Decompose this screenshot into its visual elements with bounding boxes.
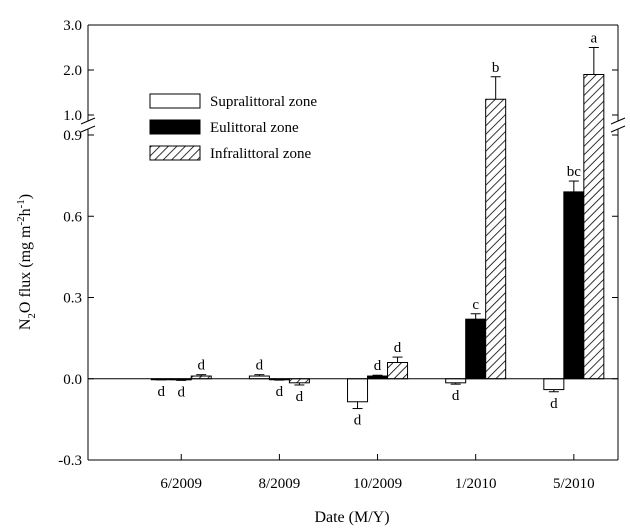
y-title-sup1: -2 — [15, 216, 27, 225]
axis-layer: -0.3 0.0 0.3 0.6 0.9 1.0 2.0 3.0 6/2009 8/2009 10/… — [58, 18, 628, 492]
y-tick-label: 0.3 — [63, 291, 82, 307]
axis-break-mark — [610, 125, 626, 133]
bar — [563, 191, 585, 380]
significance-label: d — [177, 384, 185, 400]
axis-break-mark — [80, 117, 96, 125]
y-tick-label: 2.0 — [63, 63, 82, 79]
y-tick-label: 1.0 — [63, 108, 82, 124]
legend-label: Eulittoral zone — [210, 120, 299, 136]
significance-label: c — [472, 297, 479, 313]
y-tick-label: 3.0 — [63, 18, 82, 34]
legend-swatch — [149, 119, 201, 135]
significance-label: d — [296, 389, 304, 405]
significance-label: a — [590, 31, 597, 47]
significance-label: d — [394, 340, 402, 356]
x-tick-label: 8/2009 — [259, 476, 301, 492]
x-tick-label: 6/2009 — [160, 476, 202, 492]
x-axis-title: Date (M/Y) — [314, 509, 389, 526]
axis-break-mark — [610, 117, 626, 125]
axis-break-mark — [80, 125, 96, 133]
significance-label: b — [492, 60, 500, 76]
bar — [387, 362, 409, 380]
significance-label: d — [374, 358, 382, 374]
y-axis-title: N2O flux (mg m-2h-1) — [15, 194, 38, 330]
significance-label: d — [197, 358, 205, 374]
bar — [445, 378, 467, 384]
bar — [485, 98, 507, 380]
bar — [543, 378, 565, 391]
bar — [288, 378, 310, 384]
x-tick-label: 10/2009 — [353, 476, 402, 492]
y-tick-label: 0.9 — [63, 128, 82, 144]
bars-layer — [150, 47, 605, 410]
bar — [465, 318, 487, 380]
x-tick-label: 5/2010 — [553, 476, 595, 492]
significance-label: bc — [567, 164, 582, 180]
legend: Supralittoral zone Eulittoral zone Infrali… — [149, 93, 317, 162]
axis-break-gap — [78, 121, 98, 129]
legend-swatch — [149, 93, 201, 109]
legend-label: Infralittoral zone — [210, 146, 312, 162]
bar — [347, 378, 369, 403]
y-title-sub1: 2 — [26, 313, 38, 319]
legend-label: Supralittoral zone — [210, 94, 317, 110]
significance-label: d — [550, 396, 558, 412]
legend-swatch — [149, 145, 201, 161]
x-tick-label: 1/2010 — [455, 476, 497, 492]
y-tick-label: -0.3 — [58, 453, 82, 469]
y-title-base: N — [17, 318, 34, 330]
y-title-mid2: h — [17, 208, 34, 216]
y-title-sup2: -1 — [15, 199, 27, 208]
y-title-end: ) — [17, 194, 34, 199]
axis-break-gap — [608, 121, 628, 129]
y-tick-label: 0.0 — [63, 372, 82, 388]
significance-label: d — [452, 388, 460, 404]
significance-label: d — [354, 413, 362, 429]
y-title-mid: O flux (mg m — [17, 225, 34, 313]
bar — [583, 74, 605, 380]
significance-label: d — [256, 358, 264, 374]
significance-label: d — [276, 384, 284, 400]
y-tick-label: 0.6 — [63, 209, 82, 225]
significance-label: d — [157, 384, 165, 400]
